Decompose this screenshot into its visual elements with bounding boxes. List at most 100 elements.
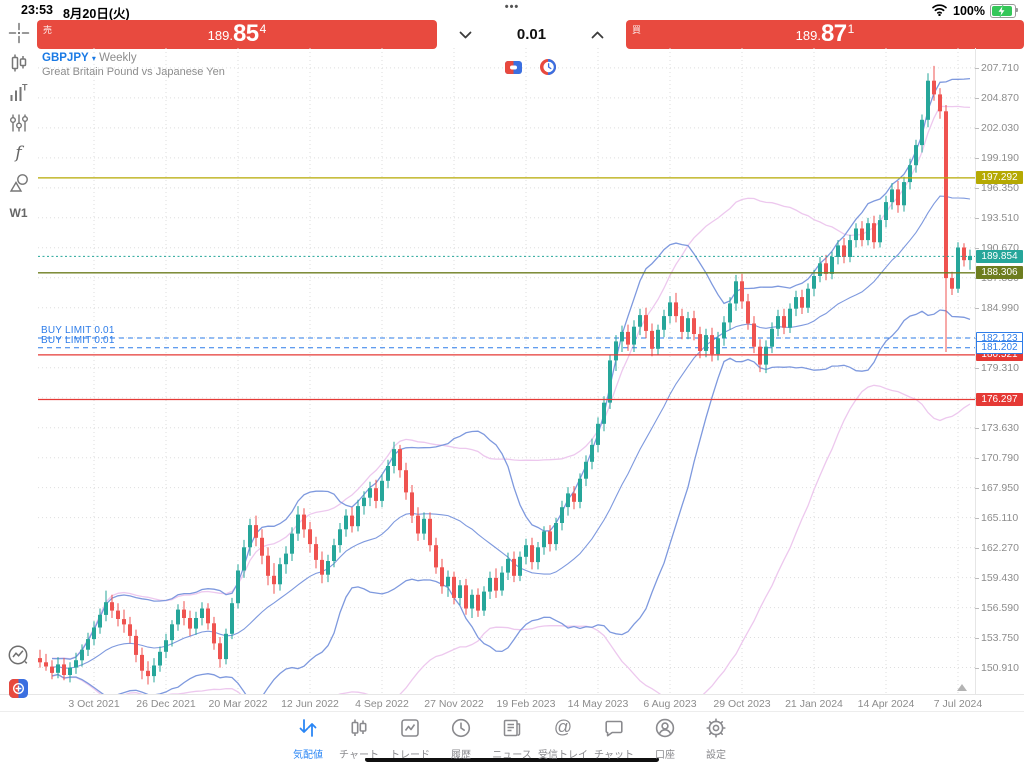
objects-button[interactable] — [0, 169, 37, 197]
date-axis-label: 21 Jan 2024 — [785, 698, 843, 710]
sell-side-label: 売 — [43, 25, 53, 35]
date-axis-label: 29 Oct 2023 — [713, 698, 771, 710]
account-type-badge-icon[interactable] — [505, 61, 522, 79]
price-axis-label: 179.310 — [981, 361, 1019, 374]
functions-button[interactable]: f — [15, 143, 22, 163]
nav-item-label: 口座 — [655, 750, 675, 761]
price-axis-label: 170.790 — [981, 451, 1019, 464]
chart-type-button[interactable] — [0, 49, 37, 77]
price-axis-label: 153.750 — [981, 631, 1019, 644]
nav-item-label: チャット — [594, 750, 634, 761]
nav-item-label: 気配値 — [293, 750, 323, 761]
volume-stepper: 0.01 — [437, 20, 626, 49]
account-icon — [653, 716, 677, 745]
price-axis-label: 173.630 — [981, 421, 1019, 434]
price-axis-label: 187.830 — [981, 271, 1019, 284]
price-axis-label: 150.910 — [981, 661, 1019, 674]
price-axis-label: 162.270 — [981, 541, 1019, 554]
nav-item-chat[interactable]: チャット — [589, 712, 640, 761]
price-tag-197.292: 197.292 — [976, 171, 1023, 185]
crosshair-tool-button[interactable] — [0, 19, 37, 47]
price-axis-label: 184.990 — [981, 301, 1019, 314]
price-tag-182.123[interactable]: 182.123 — [976, 331, 1023, 345]
clock: 23:53 — [21, 3, 53, 17]
metaquotes-logo-icon[interactable] — [0, 674, 37, 702]
symbol-name: GBPJPY — [42, 52, 89, 64]
home-indicator[interactable] — [365, 757, 659, 762]
price-tag-180.521: 180.521 — [976, 348, 1023, 362]
settings-icon — [704, 716, 728, 745]
price-axis-label: 199.190 — [981, 151, 1019, 164]
buy-button[interactable]: 買 189. 87 1 — [626, 20, 1024, 49]
price-tag-181.202[interactable]: 181.202 — [976, 341, 1023, 355]
trade-icon — [398, 716, 422, 745]
chart-icon — [347, 716, 371, 745]
symbol-description: Great Britain Pound vs Japanese Yen — [42, 66, 225, 78]
date-axis-label: 14 Apr 2024 — [857, 698, 915, 710]
chevron-down-icon: ▾ — [91, 54, 96, 63]
timeframe-badge: W1 — [9, 206, 28, 220]
price-tag-176.297: 176.297 — [976, 393, 1023, 407]
price-axis-label: 159.430 — [981, 571, 1019, 584]
bottom-nav-bar: 気配値 チャート トレード 履歴 ニュース @ 受信トレイ チャット 口座 設定 — [0, 712, 1024, 761]
price-axis-label: 202.030 — [981, 121, 1019, 134]
price-axis-label: 156.590 — [981, 601, 1019, 614]
nav-item-trade[interactable]: トレード — [385, 712, 436, 761]
price-tag-188.306: 188.306 — [976, 266, 1023, 280]
buy-side-label: 買 — [632, 25, 642, 35]
timeframe-button[interactable]: W1 — [0, 199, 37, 227]
date-axis-label: 20 Mar 2022 — [208, 698, 268, 710]
nav-item-account[interactable]: 口座 — [640, 712, 691, 761]
sell-button[interactable]: 売 189. 85 4 — [37, 20, 437, 49]
indicators-button[interactable]: T — [0, 79, 37, 107]
nav-item-news[interactable]: ニュース — [487, 712, 538, 761]
quick-trading-icon[interactable] — [0, 641, 37, 669]
battery-icon — [990, 4, 1018, 18]
nav-item-label: 受信トレイ — [538, 750, 588, 761]
nav-item-inbox[interactable]: @ 受信トレイ — [538, 712, 589, 761]
inbox-icon: @ — [551, 716, 575, 745]
nav-item-quotes[interactable]: 気配値 — [283, 712, 334, 761]
volume-decrease-button[interactable] — [459, 26, 472, 44]
date-axis-label: 6 Aug 2023 — [643, 698, 697, 710]
date-axis-label: 26 Dec 2021 — [136, 698, 196, 710]
session-clock-badge-icon[interactable] — [540, 59, 556, 80]
axis-divider — [975, 48, 976, 694]
nav-item-label: 履歴 — [451, 750, 471, 761]
nav-item-history[interactable]: 履歴 — [436, 712, 487, 761]
news-icon — [500, 716, 524, 745]
price-axis-label: 193.510 — [981, 211, 1019, 224]
date-axis-label: 12 Jun 2022 — [281, 698, 339, 710]
status-bar: 23:53 8月20日(火) ••• 100% — [0, 0, 1024, 21]
nav-item-chart[interactable]: チャート — [334, 712, 385, 761]
date-axis-label: 4 Sep 2022 — [355, 698, 409, 710]
date: 8月20日(火) — [62, 7, 130, 21]
buy-price: 189. 87 1 — [795, 20, 855, 47]
date-axis-label: 19 Feb 2023 — [496, 698, 556, 710]
date-axis-label: 7 Jul 2024 — [933, 698, 983, 710]
price-axis-label: 167.950 — [981, 481, 1019, 494]
svg-text:T: T — [22, 83, 28, 93]
volume-value[interactable]: 0.01 — [516, 26, 547, 43]
nav-item-settings[interactable]: 設定 — [691, 712, 742, 761]
date-axis-label: 3 Oct 2021 — [68, 698, 120, 710]
chat-icon — [602, 716, 626, 745]
navbar-divider — [0, 711, 1024, 712]
svg-text:@: @ — [554, 717, 572, 737]
scroll-to-latest-icon[interactable] — [957, 684, 967, 691]
price-axis-label: 190.670 — [981, 241, 1019, 254]
indicator-settings-button[interactable] — [0, 109, 37, 137]
xaxis-divider — [0, 694, 1024, 695]
volume-increase-button[interactable] — [591, 26, 604, 44]
symbol-selector[interactable]: GBPJPY ▾ Weekly — [42, 52, 225, 65]
multitask-dots-icon: ••• — [504, 1, 520, 13]
nav-item-label: ニュース — [492, 750, 532, 761]
price-axis-label: 207.710 — [981, 61, 1019, 74]
nav-item-label: チャート — [339, 750, 379, 761]
price-axis-label: 204.870 — [981, 91, 1019, 104]
price-chart[interactable] — [38, 48, 975, 694]
symbol-timeframe: Weekly — [99, 52, 137, 64]
price-axis-label: 196.350 — [981, 181, 1019, 194]
nav-item-label: トレード — [390, 750, 430, 761]
price-axis-label: 176.470 — [981, 391, 1019, 404]
